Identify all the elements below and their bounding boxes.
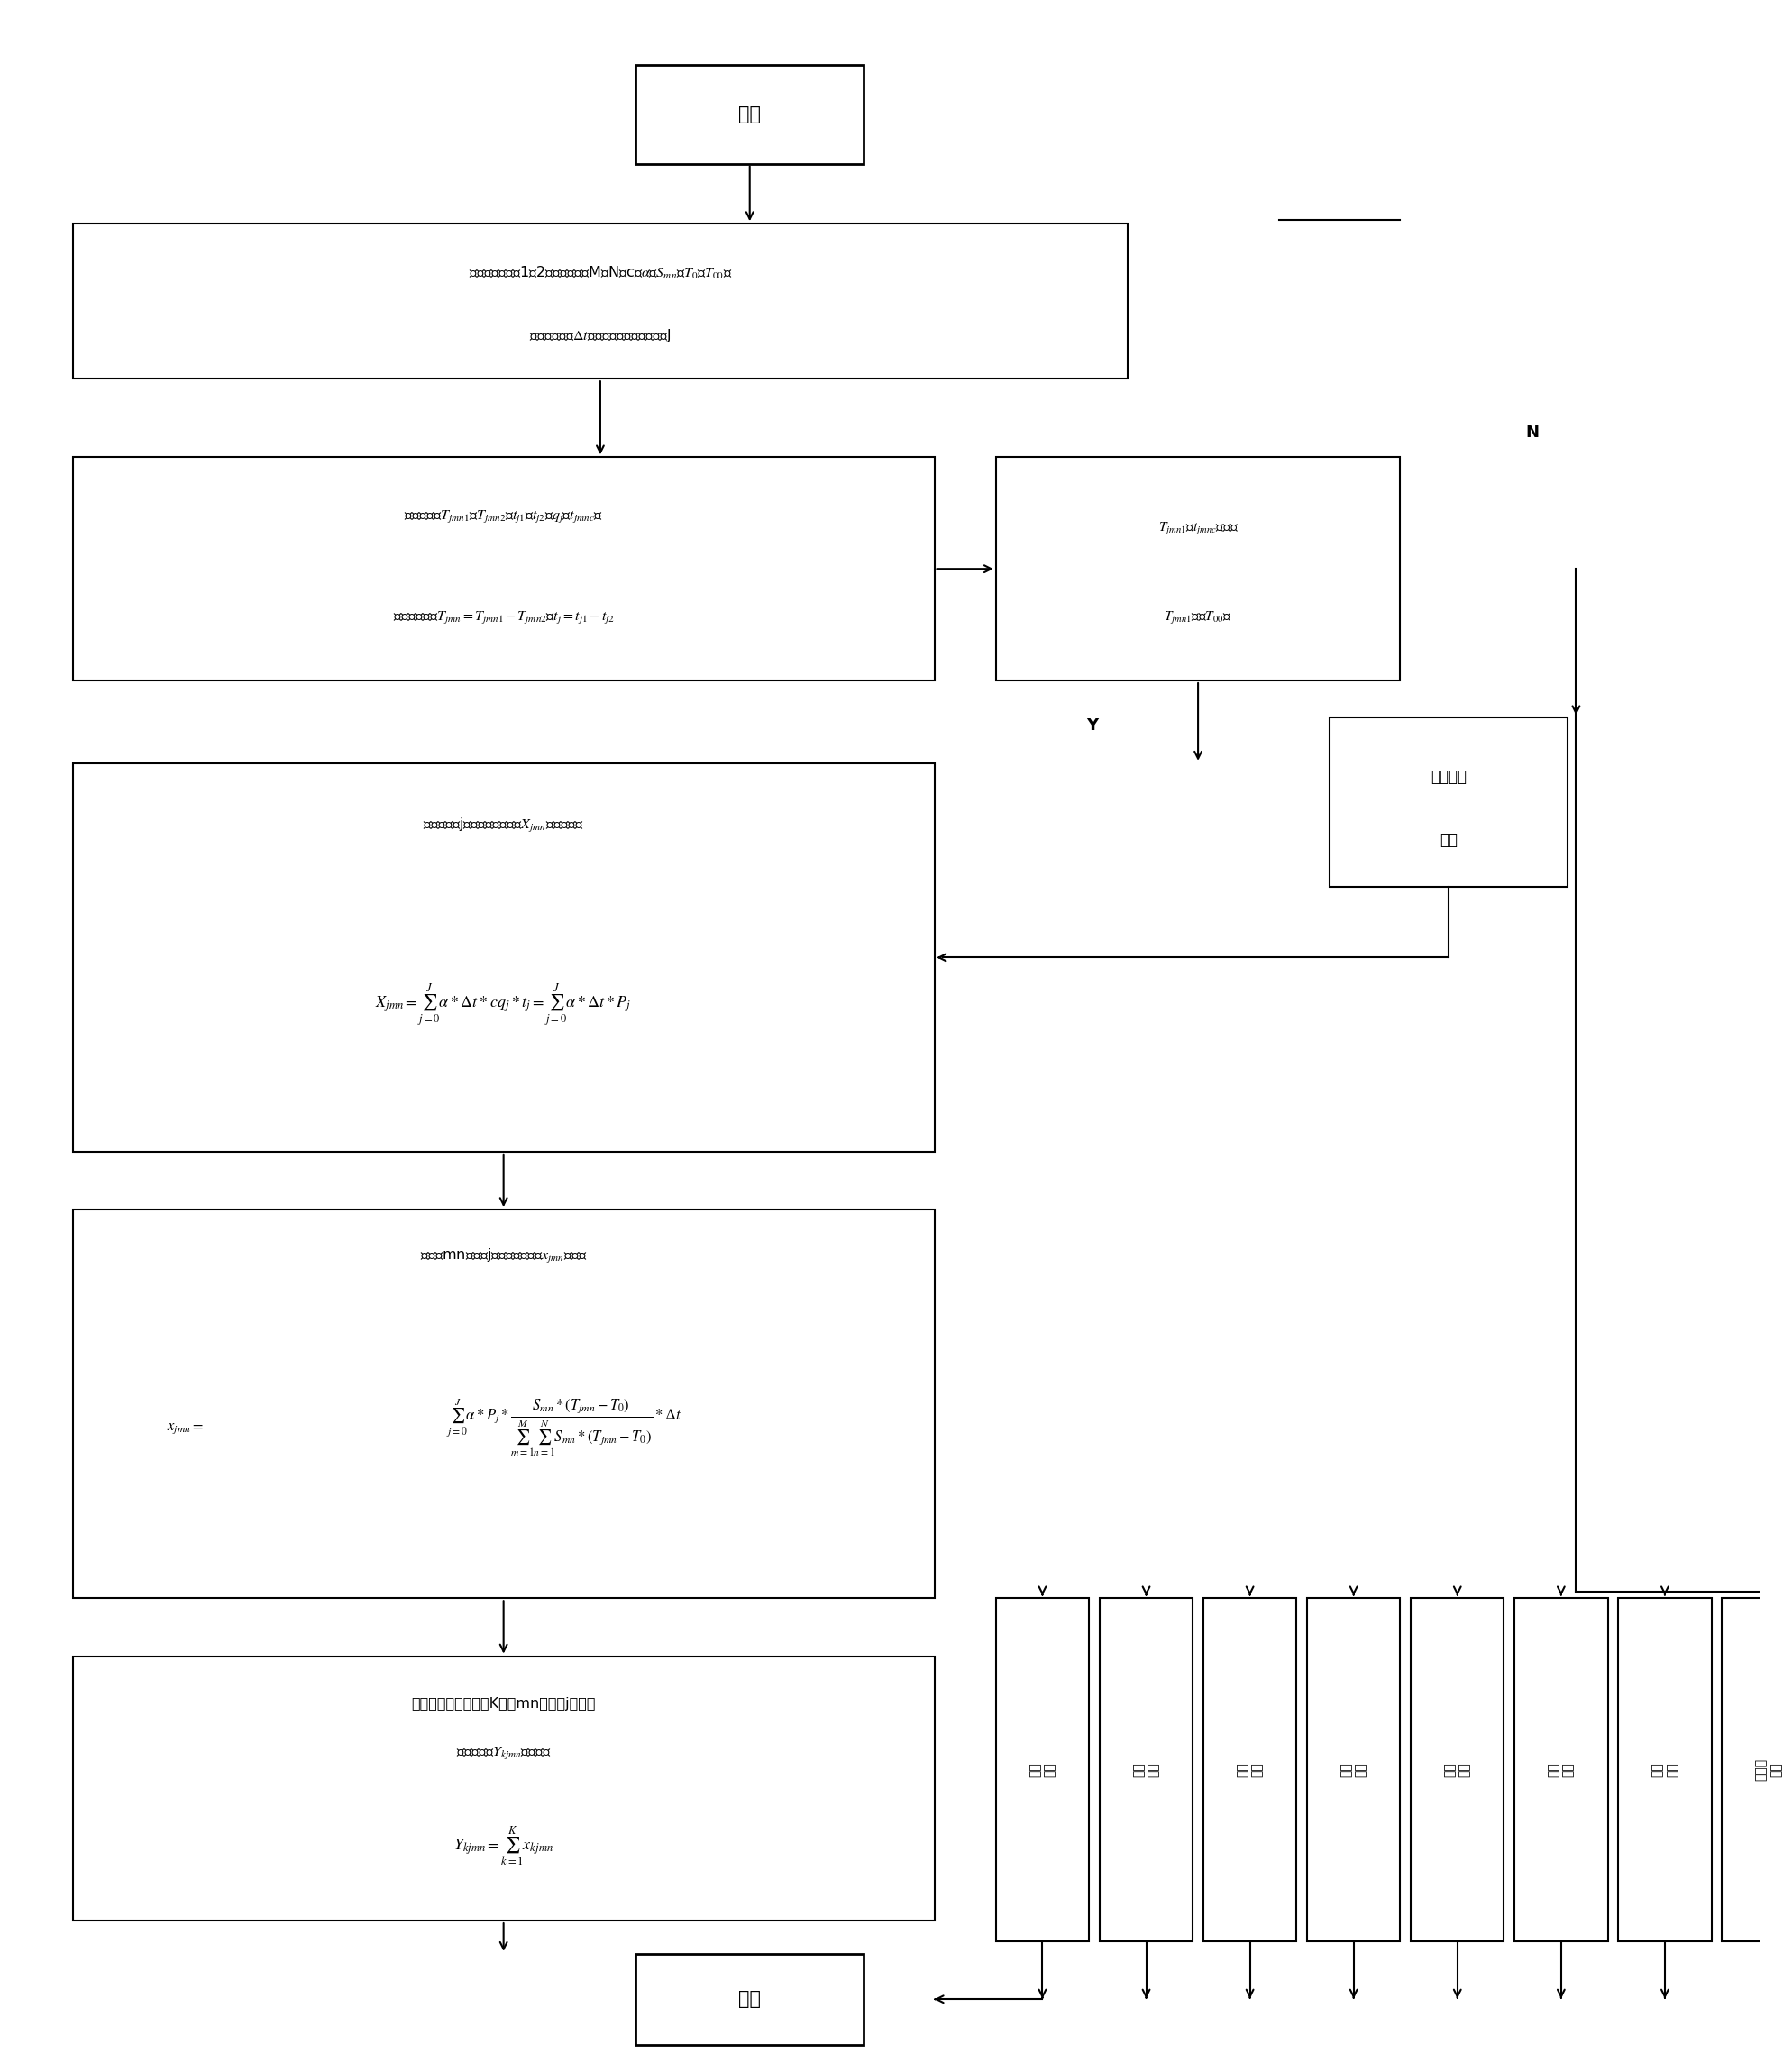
Text: $T_{jmn1}$值超$T_{00}$？: $T_{jmn1}$值超$T_{00}$？ <box>1164 609 1232 626</box>
FancyBboxPatch shape <box>1722 1598 1783 1941</box>
Text: 管理部门: 管理部门 <box>1430 769 1467 785</box>
FancyBboxPatch shape <box>73 762 934 1152</box>
Text: 显示
管理: 显示 管理 <box>1132 1761 1159 1778</box>
FancyBboxPatch shape <box>1410 1598 1505 1941</box>
FancyBboxPatch shape <box>997 458 1400 680</box>
FancyBboxPatch shape <box>1307 1598 1400 1941</box>
Text: 返回: 返回 <box>738 1991 761 2008</box>
Text: 开始: 开始 <box>738 106 761 122</box>
Text: 电源
管理: 电源 管理 <box>1651 1761 1678 1778</box>
FancyBboxPatch shape <box>73 224 1127 379</box>
FancyBboxPatch shape <box>1514 1598 1608 1941</box>
FancyBboxPatch shape <box>1330 717 1567 887</box>
FancyBboxPatch shape <box>997 1598 1089 1941</box>
Text: $x_{jmn}=$: $x_{jmn}=$ <box>166 1419 203 1436</box>
Text: $Y_{kjmn}=\sum_{k=1}^{K}x_{kjmn}$: $Y_{kjmn}=\sum_{k=1}^{K}x_{kjmn}$ <box>453 1825 555 1869</box>
FancyBboxPatch shape <box>1619 1598 1712 1941</box>
FancyBboxPatch shape <box>73 458 934 680</box>
Text: 打印
管理: 打印 管理 <box>1236 1761 1264 1778</box>
Text: 启动采样周期$\Delta t$定时器、采样次数计数器J: 启动采样周期$\Delta t$定时器、采样次数计数器J <box>530 327 670 344</box>
Text: 选择采暖方式：1或2；设置参数：M、N；c；$\alpha$；$S_{mn}$、$T_0$、$T_{00}$；: 选择采暖方式：1或2；设置参数：M、N；c；$\alpha$；$S_{mn}$、… <box>469 265 733 282</box>
FancyBboxPatch shape <box>635 1954 865 2045</box>
Text: 计算该楼第j时刻总供热收费值$X_{jmn}$，并累加：: 计算该楼第j时刻总供热收费值$X_{jmn}$，并累加： <box>423 816 585 835</box>
FancyBboxPatch shape <box>1204 1598 1296 1941</box>
Text: 计算出温差：$T_{jmn}=T_{jmn1}-T_{jmn2}$；$t_j=t_{j1}-t_{j2}$: 计算出温差：$T_{jmn}=T_{jmn1}-T_{jmn2}$；$t_j=t… <box>392 609 615 626</box>
Text: 处理: 处理 <box>1439 831 1458 847</box>
Text: 报警
管理: 报警 管理 <box>1548 1761 1574 1778</box>
Text: $T_{jmn1}$、$t_{jmnc}$同步？: $T_{jmn1}$、$t_{jmnc}$同步？ <box>1157 520 1237 537</box>
Text: 读卡
管理: 读卡 管理 <box>1444 1761 1471 1778</box>
Text: 键盘
管理: 键盘 管理 <box>1029 1761 1056 1778</box>
Text: $X_{jmn}=\sum_{j=0}^{J}\alpha*\Delta t*cq_j*t_j=\sum_{j=0}^{J}\alpha*\Delta t*P_: $X_{jmn}=\sum_{j=0}^{J}\alpha*\Delta t*c… <box>376 982 631 1028</box>
FancyBboxPatch shape <box>73 1656 934 1921</box>
Text: $\sum_{j=0}^{J}\alpha*P_j*\dfrac{S_{mn}*(T_{jmn}-T_0)}{\sum_{m=1}^{M}\sum_{n=1}^: $\sum_{j=0}^{J}\alpha*P_j*\dfrac{S_{mn}*… <box>446 1397 681 1459</box>
Text: 通讯
管理: 通讯 管理 <box>1341 1761 1368 1778</box>
FancyBboxPatch shape <box>73 1210 934 1598</box>
Text: 存储器
管理: 存储器 管理 <box>1754 1759 1783 1782</box>
FancyBboxPatch shape <box>635 64 865 164</box>
Text: 计算第mn住室第j时刻用热付费值$x_{jmn}$并累加: 计算第mn住室第j时刻用热付费值$x_{jmn}$并累加 <box>421 1247 587 1266</box>
Text: 采集数据：$T_{jmn1}$、$T_{jmn2}$、$t_{j1}$、$t_{j2}$、$q_j$、$t_{jmnc}$；: 采集数据：$T_{jmn1}$、$T_{jmn2}$、$t_{j1}$、$t_{… <box>405 510 603 526</box>
Text: Y: Y <box>1086 717 1098 733</box>
Text: 计算属于某一住户的K个第mn住室第j时刻总: 计算属于某一住户的K个第mn住室第j时刻总 <box>412 1697 596 1711</box>
FancyBboxPatch shape <box>1100 1598 1193 1941</box>
Text: 用热付费值$Y_{kjmn}$并累加：: 用热付费值$Y_{kjmn}$并累加： <box>456 1747 551 1761</box>
Text: N: N <box>1524 425 1539 441</box>
